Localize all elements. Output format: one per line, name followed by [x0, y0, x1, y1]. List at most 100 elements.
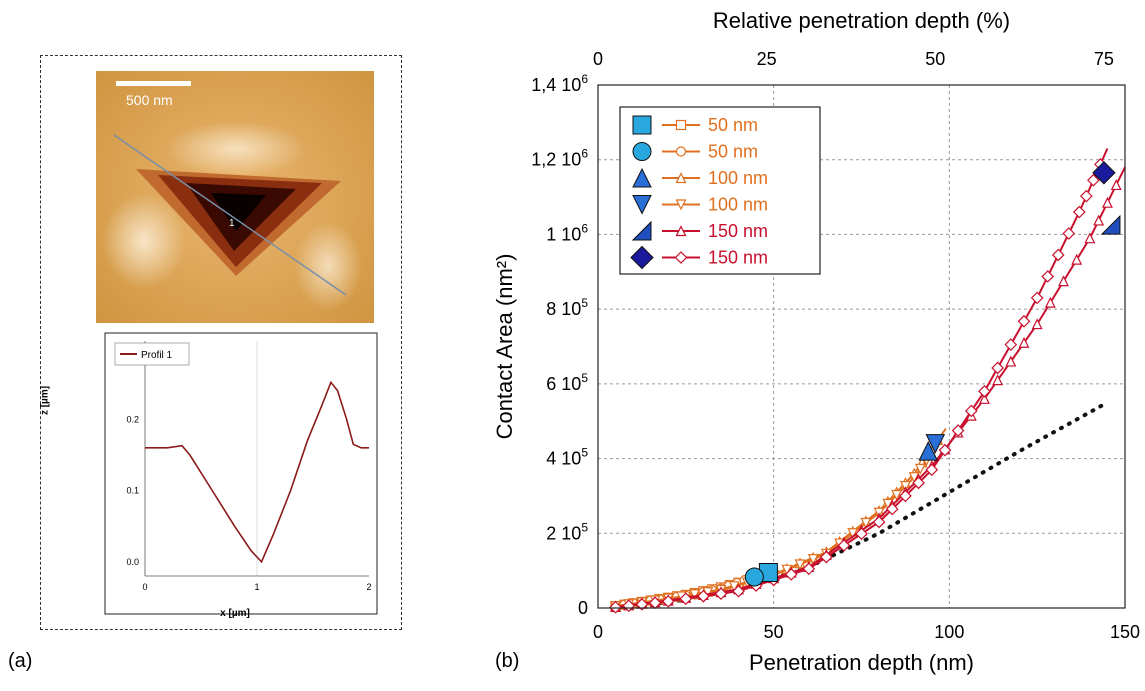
legend-box: [619, 106, 821, 275]
y-tick-label: 1,4 106: [531, 72, 588, 95]
series-point-3: [728, 581, 740, 593]
contact-area-chart: 0 2 105 4 105 6 105 8 105 1 106 1,2 106 1,4 106…: [470, 0, 1145, 686]
legend-filled-marker: [631, 220, 652, 241]
legend-filled-marker: [632, 142, 652, 161]
legend-hollow-marker: [675, 119, 687, 131]
plot-frame: [597, 84, 1126, 609]
top-x-tick-label: 0: [593, 49, 603, 69]
series-point-5: [635, 597, 649, 611]
legend-label: 50 nm: [708, 142, 758, 162]
top-x-tick-label: 25: [757, 49, 777, 69]
series-point-4: [992, 374, 1004, 386]
series-point-4: [1110, 179, 1122, 191]
legend-hollow-marker: [675, 199, 687, 211]
series-point-5: [1004, 338, 1018, 351]
profile-y-tick: 0.1: [126, 486, 139, 496]
series-point-3: [807, 554, 819, 565]
series-point-5: [1087, 173, 1100, 187]
y-tick-label: 8 105: [546, 296, 588, 319]
legend-filled-marker: [630, 245, 654, 270]
series-end-marker-5: [1092, 161, 1116, 185]
series-point-5: [872, 515, 886, 529]
top-axis-label: Relative penetration depth (%): [713, 8, 1010, 33]
legend-label: 150 nm: [708, 248, 768, 268]
series-point-5: [991, 361, 1004, 375]
series-point-4: [1071, 253, 1083, 265]
profile-curve: [145, 380, 369, 564]
series-point-5: [938, 443, 952, 457]
series-point-5: [855, 527, 868, 541]
series-point-3: [908, 472, 920, 484]
profile-x-tick: 1: [254, 582, 259, 592]
series-point-5: [1041, 270, 1055, 283]
x-tick-label: 100: [934, 622, 964, 642]
series-point-4: [1058, 275, 1069, 287]
series-end-marker-1: [744, 567, 764, 587]
reference-curve: [613, 400, 1110, 609]
scale-bar-label: 500 nm: [126, 92, 173, 108]
series-point-5: [912, 476, 925, 490]
legend-label: 150 nm: [708, 221, 768, 241]
series-point-4: [1031, 318, 1043, 330]
series-point-3: [689, 589, 701, 601]
profile-xlabel: x [µm]: [220, 608, 250, 619]
series-point-4: [1084, 232, 1096, 244]
series-point-3: [781, 564, 793, 576]
legend-filled-marker: [632, 115, 652, 135]
series-point-3: [860, 517, 872, 529]
y-tick-label: 1,2 106: [531, 147, 588, 170]
series-point-3: [899, 481, 911, 492]
series-end-marker-4: [1100, 214, 1121, 235]
series-point-5: [837, 539, 851, 552]
x-tick-label: 0: [593, 622, 603, 642]
series-point-4: [1044, 296, 1056, 308]
panel-b-label: (b): [495, 650, 520, 672]
series-point-5: [820, 550, 833, 564]
y-tick-label: 1 106: [546, 221, 588, 244]
series-point-5: [697, 589, 710, 603]
profile-x-tick: 2: [366, 582, 371, 592]
legend-label: 100 nm: [708, 195, 768, 215]
profile-frame: [104, 332, 378, 615]
series-point-5: [964, 404, 978, 418]
series-point-3: [914, 463, 926, 475]
series-point-5: [1080, 189, 1093, 203]
series-point-5: [1017, 314, 1031, 328]
series-point-4: [978, 392, 990, 404]
series-point-4: [1101, 196, 1113, 208]
legend-hollow-marker: [675, 225, 687, 237]
series-point-5: [1030, 291, 1044, 305]
series-point-4: [1018, 336, 1030, 348]
y-axis-label: Contact Area (nm²): [492, 254, 517, 440]
series-point-5: [951, 424, 965, 437]
profile-line: [113, 134, 347, 296]
series-point-5: [714, 587, 728, 601]
y-tick-label: 6 105: [546, 371, 588, 394]
series-point-3: [891, 489, 903, 501]
legend-filled-marker: [632, 195, 652, 215]
series-point-4: [1005, 355, 1017, 367]
series-point-5: [925, 463, 939, 477]
profile-x-tick: 0: [142, 582, 147, 592]
panel-a-label: (a): [8, 650, 33, 672]
top-x-tick-label: 75: [1094, 49, 1114, 69]
series-point-5: [1051, 248, 1065, 262]
profile-legend-label: Profil 1: [141, 350, 173, 361]
x-tick-label: 50: [764, 622, 784, 642]
afm-indent-image: 500 nm 1: [96, 71, 374, 323]
series-point-5: [679, 592, 693, 606]
series-point-5: [609, 600, 622, 614]
series-point-3: [794, 559, 806, 571]
x-tick-label: 150: [1110, 622, 1140, 642]
series-line-2: [615, 428, 947, 608]
series-point-5: [802, 562, 816, 576]
legend-filled-marker: [632, 167, 652, 188]
series-point-5: [978, 384, 991, 398]
legend-hollow-marker: [675, 146, 687, 157]
legend-hollow-marker: [675, 172, 687, 184]
legend-label: 50 nm: [708, 115, 758, 135]
profile-ylabel: z [µm]: [39, 385, 51, 416]
series-point-5: [899, 489, 912, 503]
height-profile-plot: 0.00.10.20.3012 Profil 1: [103, 331, 379, 616]
series-end-marker-2: [918, 440, 939, 461]
